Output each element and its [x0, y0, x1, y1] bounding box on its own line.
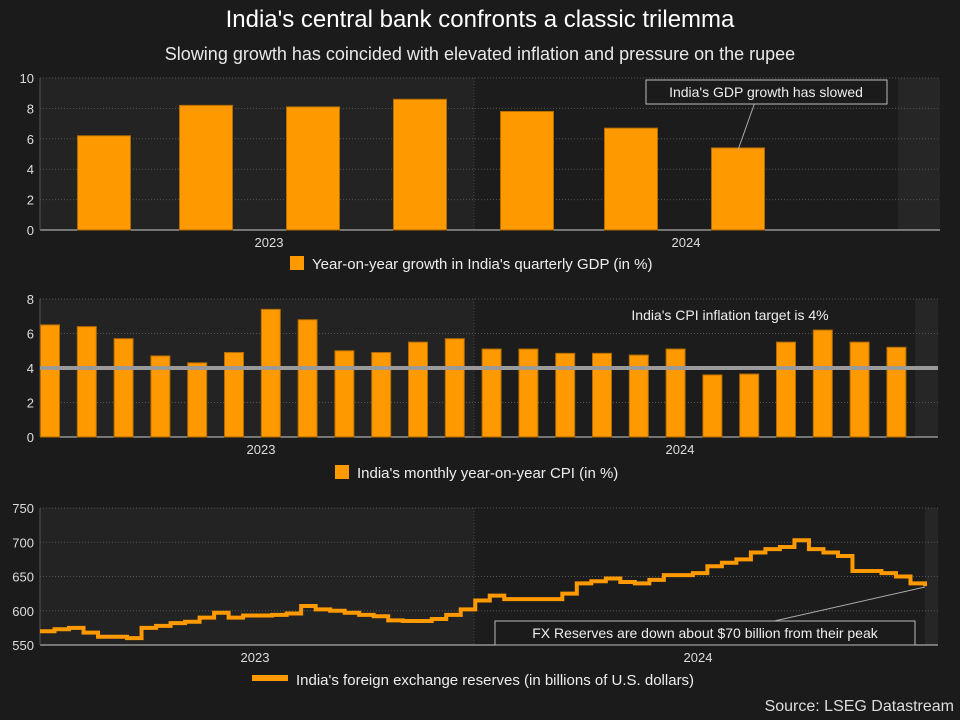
bar [444, 338, 465, 438]
annotation-gdp: India's GDP growth has slowed [669, 84, 863, 100]
annotation-fx: FX Reserves are down about $70 billion f… [532, 625, 879, 641]
y-tick-label: 6 [27, 132, 34, 147]
bar [224, 351, 244, 438]
bar [187, 362, 208, 438]
y-tick-label: 550 [12, 638, 34, 653]
bar [286, 106, 340, 231]
chart-title: India's central bank confronts a classic… [225, 6, 735, 33]
y-tick-label: 700 [12, 535, 34, 550]
annotation-cpi: India's CPI inflation target is 4% [631, 307, 828, 323]
y-tick-label: 0 [27, 430, 34, 445]
legend-swatch [335, 465, 349, 479]
bar [334, 350, 355, 438]
bar [711, 147, 765, 231]
y-tick-label: 2 [27, 193, 34, 208]
x-tick-label: 2024 [672, 235, 701, 250]
y-tick-label: 2 [27, 396, 34, 411]
legend-swatch [290, 256, 304, 270]
bar [555, 352, 576, 438]
y-tick-label: 4 [27, 361, 34, 376]
y-tick-label: 10 [20, 71, 34, 86]
x-tick-label: 2023 [241, 650, 270, 665]
y-tick-label: 750 [12, 501, 34, 516]
bar [40, 324, 60, 438]
annotation-leader [769, 586, 926, 623]
bar [518, 348, 539, 438]
bar [408, 341, 428, 438]
annotation-box [645, 79, 888, 105]
bar [849, 341, 870, 438]
bar [739, 373, 760, 438]
bar [592, 352, 612, 438]
bar [604, 127, 658, 231]
bar [371, 351, 392, 438]
bar [76, 326, 97, 438]
y-tick-label: 8 [27, 101, 34, 116]
y-tick-label: 650 [12, 570, 34, 585]
bar [113, 338, 134, 438]
source-note: Source: LSEG Datastream [764, 698, 954, 715]
legend-label: Year-on-year growth in India's quarterly… [312, 256, 653, 273]
y-tick-label: 6 [27, 327, 34, 342]
legend-label: India's monthly year-on-year CPI (in %) [357, 465, 618, 482]
legend-label: India's foreign exchange reserves (in bi… [296, 672, 694, 689]
fx-reserves-line [40, 538, 927, 641]
annotation-box [494, 620, 916, 646]
bar [628, 354, 649, 438]
bar [260, 308, 281, 438]
bar [886, 346, 907, 438]
x-tick-label: 2024 [684, 650, 713, 665]
bar [812, 329, 833, 438]
bar [150, 355, 171, 438]
bar [297, 319, 318, 438]
annotation-leader [737, 101, 756, 151]
y-tick-label: 0 [27, 223, 34, 238]
x-tick-label: 2023 [247, 442, 276, 457]
bar [179, 104, 233, 231]
plot-area-shaded [898, 78, 940, 230]
bar [500, 110, 554, 231]
legend-swatch [252, 675, 288, 681]
bar [665, 348, 686, 438]
bar [481, 348, 502, 438]
bar [77, 135, 131, 231]
y-tick-label: 600 [12, 604, 34, 619]
bar [393, 98, 447, 231]
x-tick-label: 2024 [666, 442, 695, 457]
bar [776, 341, 796, 438]
y-tick-label: 4 [27, 162, 34, 177]
x-tick-label: 2023 [255, 235, 284, 250]
bar [702, 374, 723, 438]
y-tick-label: 8 [27, 292, 34, 307]
chart-subtitle: Slowing growth has coincided with elevat… [164, 44, 796, 64]
